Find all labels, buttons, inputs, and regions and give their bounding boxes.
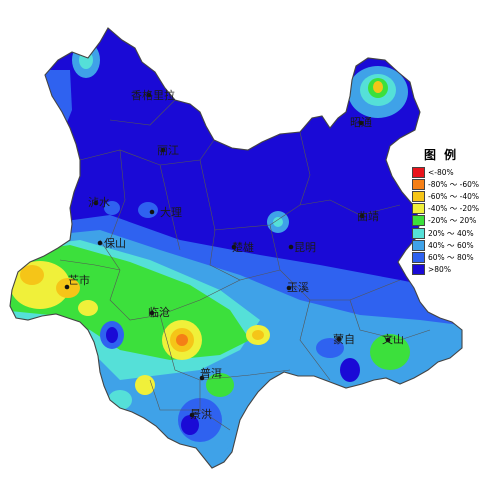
- city-dot-baoshan: [97, 240, 103, 246]
- city-label-dehong: 芒市: [68, 273, 90, 287]
- city-label-puer: 普洱: [200, 366, 222, 380]
- city-label-lincang: 临沧: [148, 305, 170, 319]
- legend-swatch: [412, 203, 425, 215]
- city-dot-lincang: [149, 310, 155, 316]
- city-label-qujing: 曲靖: [357, 210, 379, 223]
- city-label-chuxiong: 楚雄: [232, 240, 254, 254]
- city-dot-dehong: [64, 284, 70, 290]
- legend-item: <-80%: [412, 166, 494, 178]
- prefecture-borders: [59, 99, 431, 431]
- legend-title: 图 例: [424, 148, 459, 162]
- legend-swatch: [412, 190, 425, 202]
- map-legend: 图 例 <-80% -80% ～ -60% -60% ～ -40% -40% ～ -2…: [412, 146, 494, 276]
- legend-item: 40% ～ 60%: [412, 239, 494, 251]
- legend-item: 60% ～ 80%: [412, 251, 494, 263]
- legend-swatch: [412, 166, 425, 178]
- legend-swatch: [412, 239, 425, 251]
- legend-label: 20% ～ 40%: [428, 228, 474, 238]
- legend-item: 20% ～ 40%: [412, 227, 494, 239]
- city-label-honghe: 蒙自: [333, 333, 355, 346]
- city-dot-puer: [199, 375, 205, 381]
- legend-label: -40% ～ -20%: [428, 204, 480, 214]
- city-markers: 香格里拉 丽江 昭通 泸水 大理 保山 楚雄 昆明 曲靖 芒市 临沧 玉溪 蒙自…: [64, 88, 404, 421]
- city-label-zhaotong: 昭通: [350, 116, 372, 129]
- city-dot-nujiang: [93, 200, 99, 206]
- city-dot-chuxiong: [231, 244, 237, 250]
- city-label-diqing: 香格里拉: [131, 88, 175, 102]
- city-label-xishuangbanna: 景洪: [190, 407, 212, 421]
- legend-item: -60% ～ -40%: [412, 190, 494, 202]
- legend-label: -20% ～ 20%: [428, 216, 477, 226]
- city-dot-diqing: [146, 92, 152, 98]
- legend-swatch: [412, 251, 425, 263]
- city-dot-kunming: [288, 244, 294, 250]
- city-dot-dali: [149, 209, 155, 215]
- legend-item: -20% ～ 20%: [412, 215, 494, 227]
- legend-swatch: [412, 264, 425, 276]
- legend-label: -80% ～ -60%: [428, 179, 480, 189]
- legend-item: >80%: [412, 264, 494, 276]
- legend-swatch: [412, 215, 425, 227]
- legend-rows: <-80% -80% ～ -60% -60% ～ -40% -40% ～ -20% -2…: [412, 166, 494, 276]
- city-dot-xishuangbanna: [189, 412, 195, 418]
- city-dot-qujing: [359, 213, 365, 219]
- city-label-yuxi: 玉溪: [287, 281, 309, 294]
- city-dot-yuxi: [286, 285, 292, 291]
- legend-label: -60% ～ -40%: [428, 191, 480, 201]
- legend-item: -80% ～ -60%: [412, 178, 494, 190]
- legend-swatch: [412, 178, 425, 190]
- city-label-kunming: 昆明: [294, 241, 316, 254]
- city-label-nujiang: 泸水: [88, 196, 110, 209]
- city-dot-wenshan: [385, 337, 391, 343]
- city-label-baoshan: 保山: [104, 236, 126, 250]
- legend-label: <-80%: [428, 167, 454, 177]
- city-dot-zhaotong: [358, 120, 364, 126]
- legend-label: 60% ～ 80%: [428, 252, 474, 262]
- city-dot-honghe: [336, 336, 342, 342]
- city-label-wenshan: 文山: [382, 332, 404, 346]
- legend-item: -40% ～ -20%: [412, 203, 494, 215]
- legend-swatch: [412, 227, 425, 239]
- legend-label: >80%: [428, 265, 451, 275]
- city-dot-lijiang: [160, 147, 166, 153]
- city-label-dali: 大理: [160, 205, 182, 219]
- city-label-lijiang: 丽江: [157, 144, 179, 157]
- legend-label: 40% ～ 60%: [428, 240, 474, 250]
